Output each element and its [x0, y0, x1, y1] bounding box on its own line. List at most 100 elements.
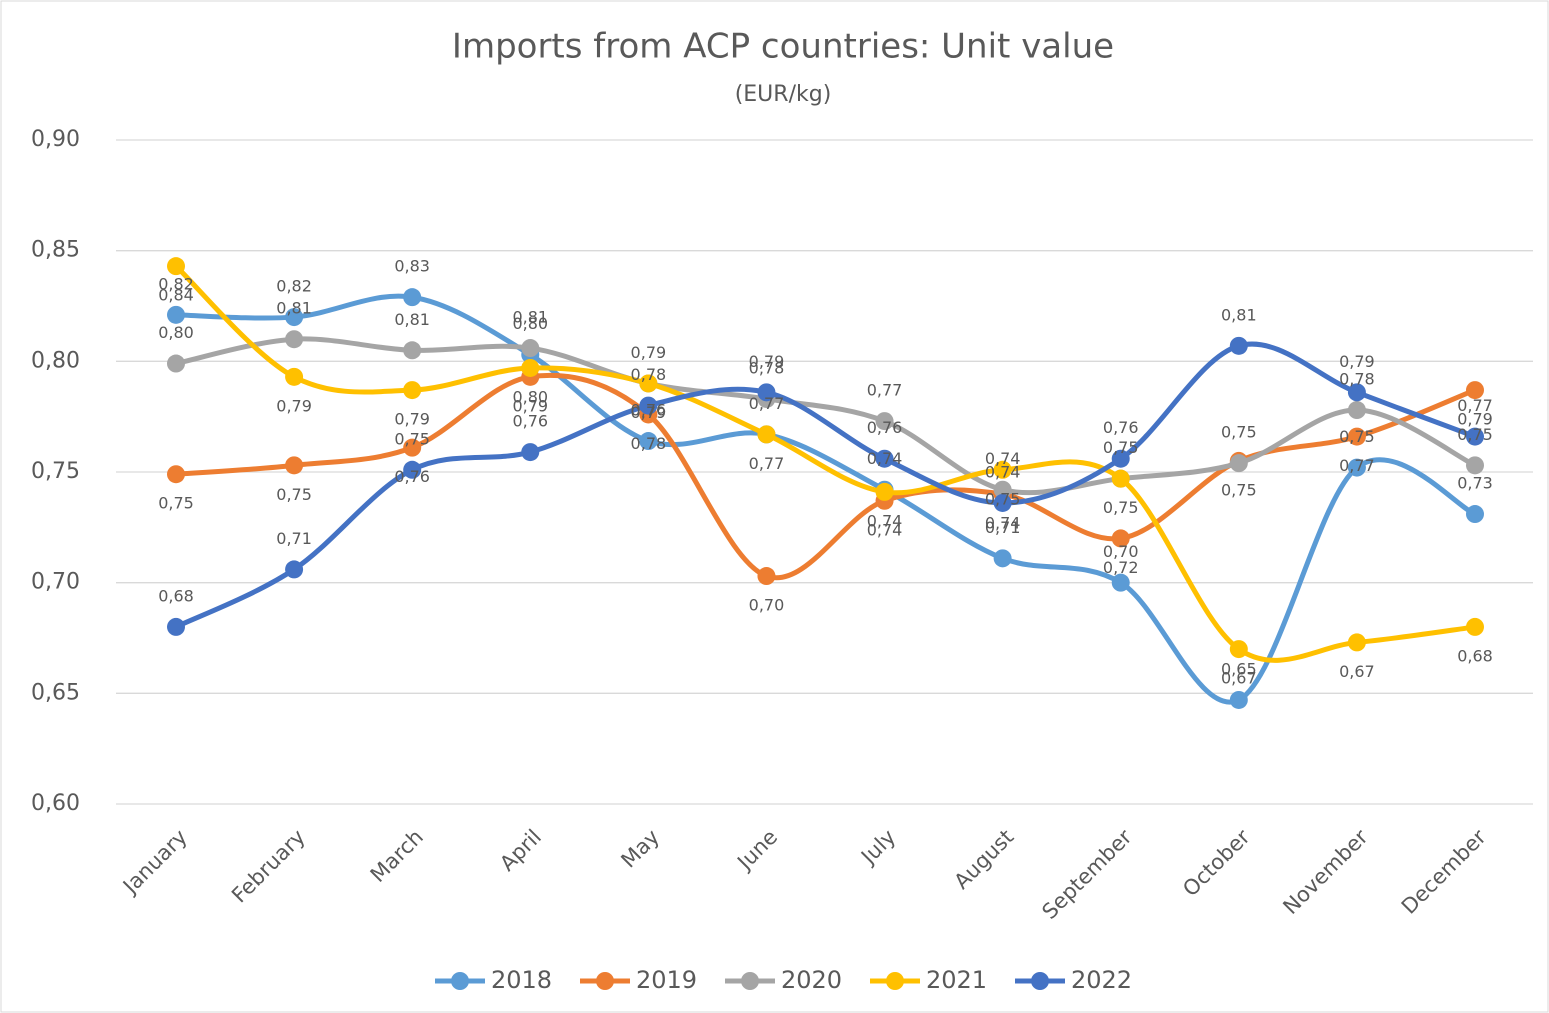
y-tick-label: 0,60 [31, 791, 80, 816]
legend-marker [451, 972, 469, 990]
data-point [757, 425, 776, 444]
data-label: 0,81 [276, 299, 312, 318]
legend-marker [596, 972, 614, 990]
data-point [1466, 381, 1484, 400]
data-label: 0,65 [1221, 659, 1257, 678]
data-point [639, 396, 658, 415]
data-point [285, 308, 304, 327]
data-point [167, 305, 185, 324]
series-line [173, 336, 1478, 496]
data-label: 0,75 [1339, 427, 1375, 446]
data-point [993, 480, 1012, 499]
data-point [403, 460, 422, 479]
data-point [1347, 427, 1366, 446]
data-label: 0,70 [1103, 542, 1139, 561]
data-point [993, 460, 1012, 479]
data-point [403, 341, 422, 360]
data-label: 0,77 [749, 454, 785, 473]
legend-label: 2018 [491, 966, 552, 994]
data-label: 0,79 [276, 396, 312, 415]
data-point [1466, 427, 1484, 446]
data-label: 0,81 [512, 308, 548, 327]
data-label: 0,68 [158, 586, 194, 605]
data-point [285, 456, 304, 475]
data-label: 0,79 [749, 352, 785, 371]
data-point [757, 567, 776, 586]
data-point [1111, 449, 1130, 468]
data-point [993, 549, 1012, 568]
y-tick-label: 0,85 [31, 238, 80, 263]
data-point [1229, 690, 1248, 709]
legend-marker [886, 972, 904, 990]
data-point [403, 438, 422, 457]
data-point [1229, 640, 1248, 659]
data-label: 0,80 [158, 323, 194, 342]
data-point [521, 443, 540, 462]
legend-label: 2020 [781, 966, 842, 994]
chart-title: Imports from ACP countries: Unit value [452, 27, 1114, 67]
data-label: 0,77 [1339, 456, 1375, 475]
data-label: 0,75 [1457, 425, 1493, 444]
data-label: 0,75 [394, 429, 430, 448]
data-label: 0,76 [512, 412, 548, 431]
data-point [403, 381, 422, 400]
data-label: 0,75 [276, 485, 312, 504]
data-label: 0,75 [1221, 423, 1257, 442]
data-label: 0,78 [631, 365, 667, 384]
data-point [639, 432, 658, 451]
data-label: 0,67 [1221, 669, 1257, 688]
data-point [1111, 573, 1130, 592]
series [167, 257, 1484, 663]
data-label: 0,79 [631, 403, 667, 422]
data-label: 0,76 [631, 401, 667, 420]
y-tick-label: 0,65 [31, 680, 80, 705]
data-label: 0,72 [1103, 558, 1139, 577]
data-label: 0,68 [1457, 646, 1493, 665]
data-label: 0,78 [1339, 370, 1375, 389]
data-point [875, 482, 894, 501]
data-label: 0,79 [1339, 352, 1375, 371]
data-point [167, 465, 185, 484]
legend-label: 2019 [636, 966, 697, 994]
data-label: 0,79 [512, 396, 548, 415]
data-label: 0,79 [631, 343, 667, 362]
data-label: 0,81 [394, 310, 430, 329]
data-label: 0,74 [867, 520, 903, 539]
y-tick-label: 0,70 [31, 570, 80, 595]
data-point [875, 412, 894, 431]
series [167, 336, 1484, 636]
data-point [167, 257, 185, 276]
data-label: 0,74 [867, 511, 903, 530]
data-point [1347, 458, 1366, 477]
data-label: 0,76 [1103, 418, 1139, 437]
data-point [639, 374, 658, 393]
y-tick-label: 0,90 [31, 127, 80, 152]
data-label: 0,75 [1103, 498, 1139, 517]
data-label: 0,82 [276, 277, 312, 296]
data-label: 0,71 [985, 518, 1021, 537]
data-point [1347, 383, 1366, 402]
data-point [521, 339, 540, 358]
data-point [167, 617, 185, 636]
data-point [1111, 529, 1130, 548]
series [167, 288, 1484, 709]
data-point [1229, 336, 1248, 355]
data-label: 0,82 [158, 274, 194, 293]
legend-marker [1031, 972, 1049, 990]
data-label: 0,79 [1457, 410, 1493, 429]
data-point [875, 449, 894, 468]
data-label: 0,79 [394, 410, 430, 429]
data-point [1347, 401, 1366, 420]
data-point [1466, 505, 1484, 524]
legend-label: 2022 [1071, 966, 1132, 994]
data-label: 0,83 [394, 257, 430, 276]
data-label: 0,77 [1457, 396, 1493, 415]
data-point [1111, 469, 1130, 488]
data-point [757, 383, 776, 402]
data-label: 0,81 [1221, 305, 1257, 324]
data-point [167, 354, 185, 373]
data-label: 0,78 [749, 358, 785, 377]
data-label: 0,74 [985, 462, 1021, 481]
